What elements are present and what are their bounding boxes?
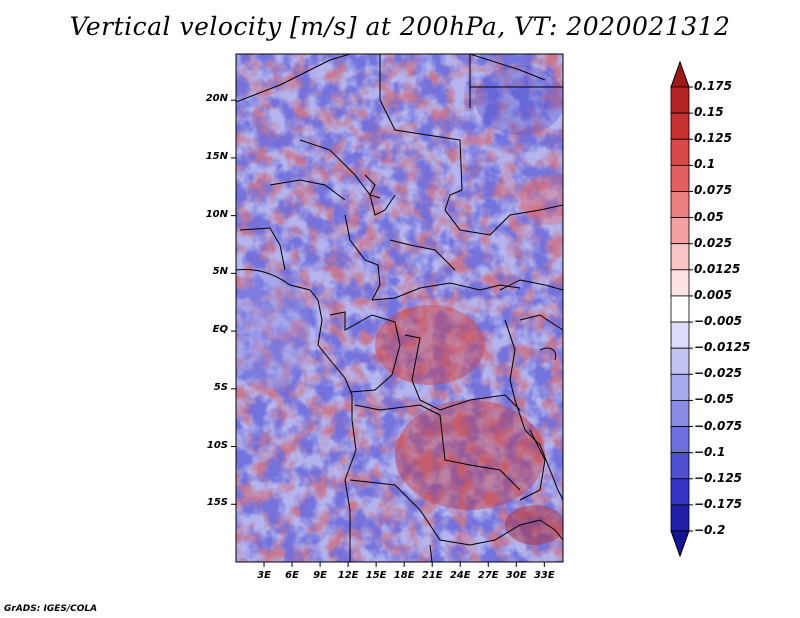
y-tick-label: 5S (213, 381, 228, 393)
credit-text: GrADS: IGES/COLA (4, 604, 98, 614)
colorbar-label: 0.125 (694, 131, 732, 146)
x-tick-label: 30E (505, 570, 527, 581)
x-tick-label: 24E (449, 570, 471, 581)
x-tick-label: 6E (285, 570, 299, 581)
x-tick-label: 33E (533, 570, 555, 581)
colorbar-swatch (670, 452, 690, 480)
x-tick-label: 27E (477, 570, 499, 581)
colorbar-swatch (670, 269, 690, 297)
x-tick-label: 12E (337, 570, 359, 581)
colorbar-label: 0.075 (694, 183, 732, 198)
colorbar-swatch (670, 86, 690, 114)
colorbar-swatch (670, 504, 690, 532)
colorbar-swatch (670, 321, 690, 349)
chart-title: Vertical velocity [m/s] at 200hPa, VT: 2… (69, 12, 731, 41)
colorbar-label: 0.15 (694, 105, 724, 120)
x-tick-label: 15E (365, 570, 387, 581)
y-tick-label: 5N (212, 266, 228, 278)
colorbar-label: −0.2 (694, 523, 726, 537)
colorbar-label: −0.175 (694, 496, 743, 511)
x-tick-label: 21E (421, 570, 443, 581)
colorbar (670, 60, 693, 558)
colorbar-label: 0.1 (694, 157, 716, 172)
colorbar-label: −0.005 (694, 314, 743, 329)
country-borders (236, 54, 563, 562)
colorbar-swatch (670, 426, 690, 454)
colorbar-swatch (670, 164, 690, 192)
x-tick-label: 3E (257, 570, 271, 581)
colorbar-label: −0.1 (694, 444, 726, 459)
colorbar-swatch (670, 243, 690, 271)
colorbar-swatch (670, 347, 690, 375)
colorbar-label: −0.025 (694, 366, 743, 381)
y-tick-label: 10S (206, 439, 228, 451)
colorbar-swatch (670, 295, 690, 323)
colorbar-label: −0.125 (694, 470, 743, 485)
colorbar-swatch (670, 217, 690, 245)
colorbar-label: −0.05 (694, 392, 734, 407)
map-frame (235, 53, 564, 563)
x-tick-label: 9E (313, 570, 327, 581)
y-tick-label: 20N (205, 93, 228, 105)
colorbar-swatch (670, 112, 690, 140)
colorbar-swatch (670, 191, 690, 218)
colorbar-label: 0.05 (694, 209, 724, 224)
colorbar-label: 0.0125 (694, 261, 741, 276)
y-tick-label: 10N (205, 208, 228, 220)
axis-ticks (231, 99, 545, 567)
colorbar-swatch (670, 478, 690, 506)
colorbar-label: −0.075 (694, 418, 743, 433)
colorbar-swatch (670, 373, 690, 401)
colorbar-swatch (670, 138, 690, 166)
y-tick-label: 15S (206, 497, 228, 509)
x-tick-label: 18E (393, 570, 415, 581)
y-tick-label: EQ (212, 324, 228, 336)
colorbar-bottom-arrow (670, 530, 690, 558)
y-tick-label: 15N (205, 150, 228, 162)
vertical-velocity-field (236, 54, 563, 562)
colorbar-swatch (670, 400, 690, 427)
colorbar-label: 0.005 (694, 287, 732, 302)
colorbar-label: 0.175 (694, 79, 732, 93)
colorbar-label: −0.0125 (694, 340, 751, 355)
colorbar-top-arrow (670, 60, 690, 88)
colorbar-label: 0.025 (694, 235, 732, 250)
